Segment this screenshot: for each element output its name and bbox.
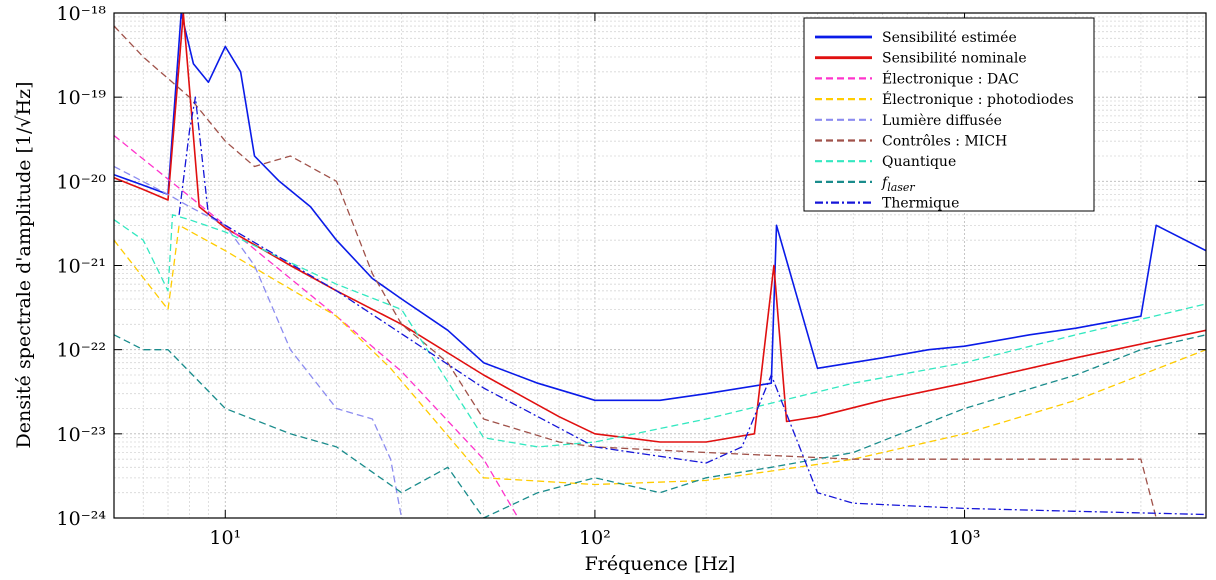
legend-label: Quantique [882,154,956,170]
series-line [178,96,1206,516]
y-tick-label: 10⁻²⁰ [57,171,107,193]
tick-labels: 10¹ 10² 10³ 10⁻¹⁸ 10⁻¹⁹ 10⁻²⁰ 10⁻²¹ 10⁻²² 10⁻²³ 1… [57,3,981,549]
legend-label: flaser [881,175,915,194]
y-tick-label: 10⁻²¹ [57,256,106,278]
series-line [114,25,1157,518]
ticks [114,12,1206,519]
series-layer [114,13,1206,518]
x-tick-label: 10³ [949,527,981,549]
y-axis-label: Densité spectrale d'amplitude [1/√Hz] [13,81,35,448]
series-line [114,165,403,518]
y-tick-label: 10⁻¹⁸ [57,3,107,25]
y-tick-label: 10⁻¹⁹ [57,87,107,109]
y-tick-label: 10⁻²³ [57,424,106,446]
y-tick-label: 10⁻²⁴ [57,508,107,530]
x-tick-label: 10² [579,527,611,549]
y-tick-label: 10⁻²² [57,340,106,362]
grid [113,12,1206,519]
legend-label: Électronique : photodiodes [882,90,1074,108]
legend-label: Contrôles : MICH [882,134,1007,150]
series-line [114,334,1206,518]
series-line [114,214,1206,448]
legend-label: Sensibilité nominale [882,51,1027,67]
legend-label: Lumière diffusée [882,113,1002,129]
series-line [114,13,1206,402]
legend-box [803,17,1095,212]
legend-label: Sensibilité estimée [882,30,1017,46]
legend-label: Thermique [882,196,959,212]
legend: Sensibilité estimée Sensibilité nominale É… [803,17,1095,212]
series-line [114,224,1206,486]
x-axis-label: Fréquence [Hz] [585,553,736,575]
legend-label: Électronique : DAC [882,69,1019,87]
series-line [114,13,1206,443]
x-tick-label: 10¹ [209,527,241,549]
